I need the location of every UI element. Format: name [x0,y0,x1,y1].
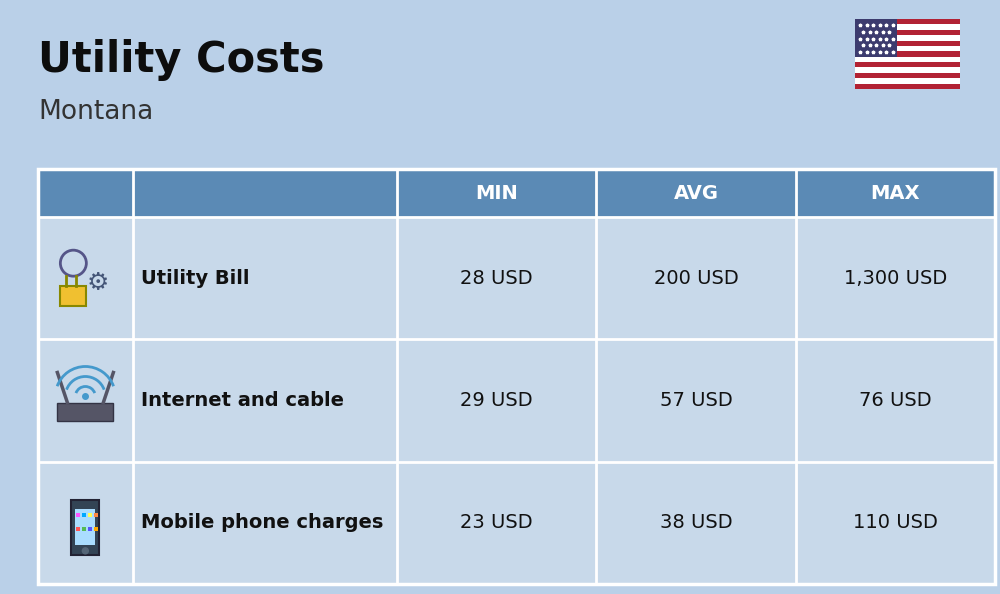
Bar [82,527,86,531]
Bar [855,84,960,89]
Bar [76,527,80,531]
Text: 23 USD: 23 USD [460,513,533,532]
Bar [855,78,960,84]
Bar [397,169,596,217]
Bar [596,339,796,462]
Text: ⚙: ⚙ [86,271,109,295]
Bar [596,462,796,584]
Bar [38,462,133,584]
Text: 38 USD: 38 USD [660,513,732,532]
Text: 200 USD: 200 USD [654,268,738,287]
Bar [855,73,960,78]
Text: 57 USD: 57 USD [660,391,732,410]
Bar [855,19,960,24]
Bar [855,40,960,46]
Bar [796,169,995,217]
Bar [88,513,92,517]
Text: Utility Costs: Utility Costs [38,39,324,81]
Text: 76 USD: 76 USD [859,391,932,410]
Bar [38,339,133,462]
Text: Mobile phone charges: Mobile phone charges [141,513,383,532]
Bar [76,513,80,517]
Bar [60,286,86,306]
Bar [88,527,92,531]
Bar [71,500,99,555]
Bar [855,46,960,51]
Bar [38,169,995,584]
Bar [397,339,596,462]
Bar [57,403,113,421]
Text: Montana: Montana [38,99,153,125]
Bar [75,509,95,545]
Text: 29 USD: 29 USD [460,391,533,410]
Bar [38,217,133,339]
Bar [397,462,596,584]
Bar [855,56,960,62]
Bar [855,68,960,73]
Text: 110 USD: 110 USD [853,513,938,532]
Text: MAX: MAX [871,184,920,203]
Bar [796,217,995,339]
Text: 1,300 USD: 1,300 USD [844,268,947,287]
Bar [133,169,397,217]
Bar [82,513,86,517]
Bar [855,19,897,56]
Text: 28 USD: 28 USD [460,268,533,287]
Bar [94,513,98,517]
Bar [596,169,796,217]
Bar [596,217,796,339]
Bar [397,217,596,339]
Bar [855,24,960,30]
Text: MIN: MIN [475,184,518,203]
Text: Internet and cable: Internet and cable [141,391,344,410]
Bar [133,217,397,339]
Bar [855,62,960,68]
Bar [855,30,960,35]
Text: AVG: AVG [673,184,718,203]
Bar [133,462,397,584]
Text: Utility Bill: Utility Bill [141,268,249,287]
Bar [796,462,995,584]
Bar [94,527,98,531]
Bar [855,35,960,40]
Bar [796,339,995,462]
Circle shape [82,548,88,554]
Bar [855,51,960,56]
Bar [133,339,397,462]
Bar [38,169,133,217]
